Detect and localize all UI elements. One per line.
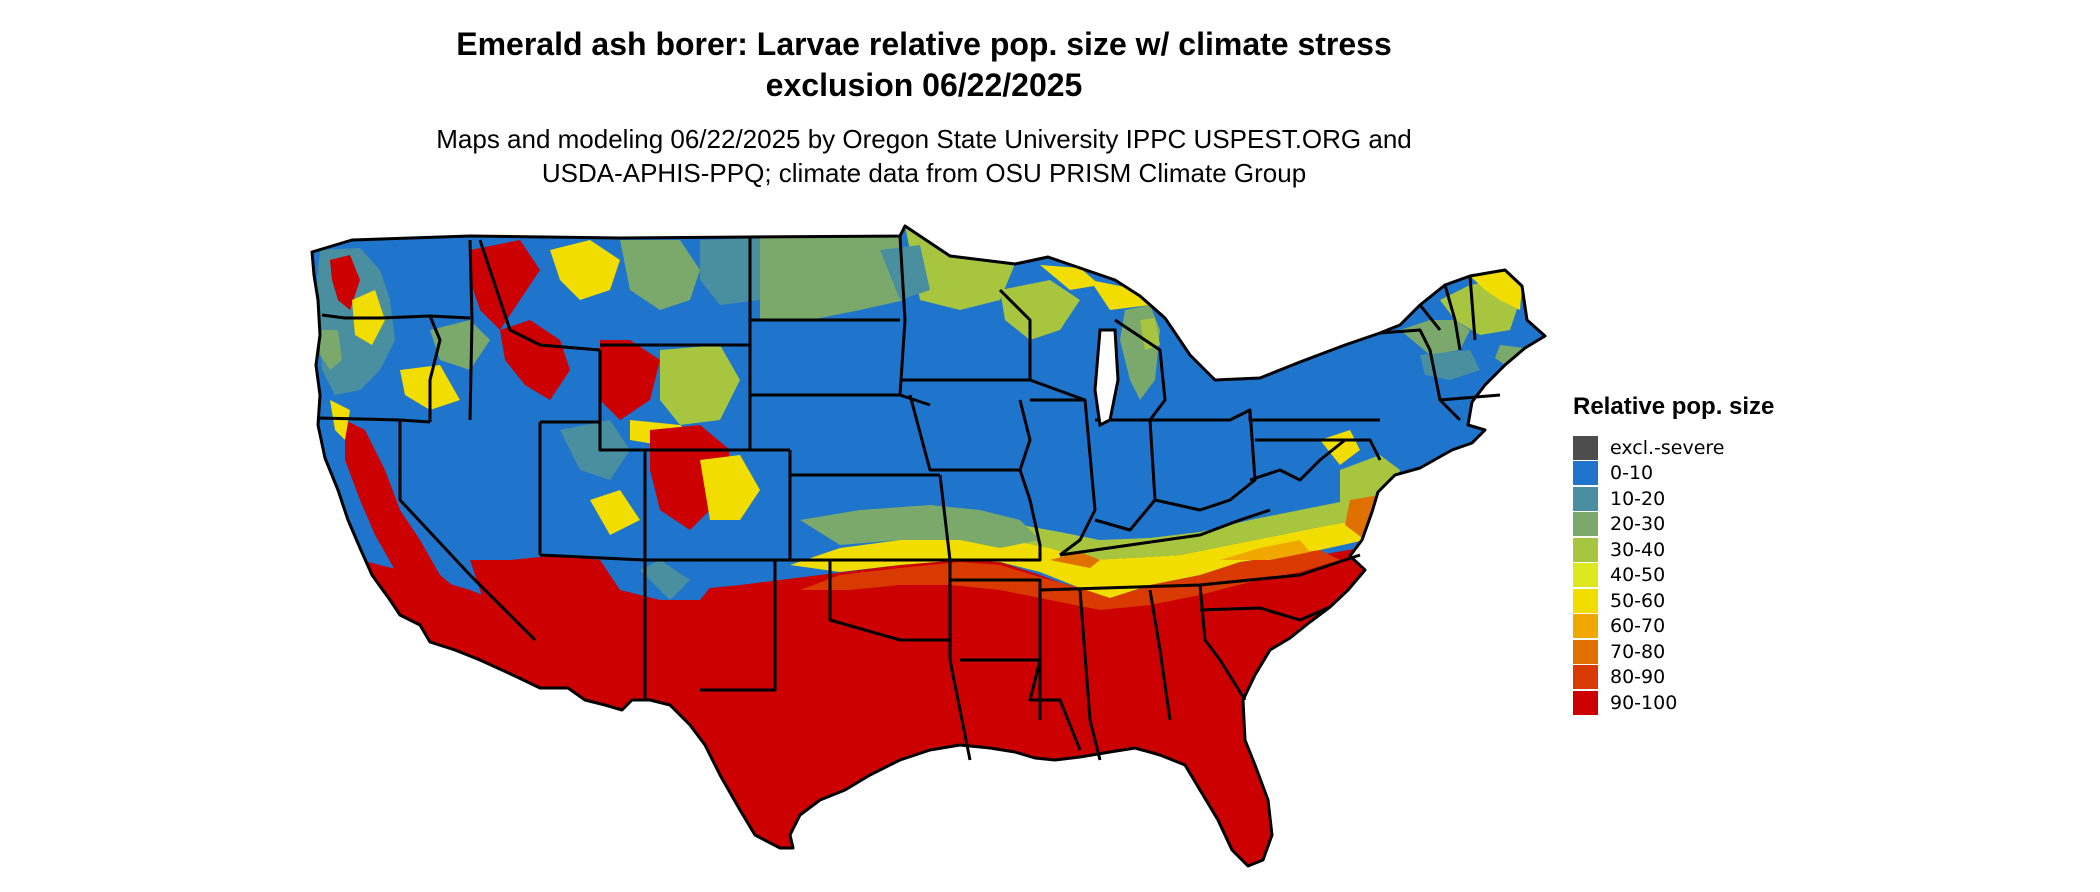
us-map-svg [310, 224, 1547, 868]
legend-item: 50-60 [1573, 588, 1774, 614]
legend-label: 20-30 [1610, 513, 1666, 536]
legend-swatch [1573, 665, 1598, 690]
state-borders [310, 224, 1547, 868]
legend-swatch [1573, 435, 1598, 460]
title-line-1: Emerald ash borer: Larvae relative pop. … [456, 26, 1392, 62]
legend-item: 30-40 [1573, 537, 1774, 563]
legend-swatch [1573, 512, 1598, 537]
map-title: Emerald ash borer: Larvae relative pop. … [0, 24, 1848, 106]
legend-label: 60-70 [1610, 615, 1666, 638]
legend-label: 0-10 [1610, 462, 1654, 485]
legend-item: excl.-severe [1573, 435, 1774, 461]
legend-label: 50-60 [1610, 589, 1666, 612]
legend-item: 60-70 [1573, 614, 1774, 640]
legend-swatch [1573, 486, 1598, 511]
title-line-2: exclusion 06/22/2025 [765, 67, 1083, 103]
legend-label: 40-50 [1610, 564, 1666, 587]
legend-label: 80-90 [1610, 666, 1666, 689]
legend-label: 30-40 [1610, 538, 1666, 561]
legend-label: excl.-severe [1610, 436, 1725, 459]
legend-swatch [1573, 563, 1598, 588]
subtitle-line-2: USDA-APHIS-PPQ; climate data from OSU PR… [541, 158, 1307, 188]
legend-swatch [1573, 690, 1598, 715]
legend-swatch [1573, 639, 1598, 664]
legend: Relative pop. size excl.-severe 0-10 10-20… [1573, 393, 1774, 716]
legend-item: 0-10 [1573, 461, 1774, 487]
subtitle-line-1: Maps and modeling 06/22/2025 by Oregon S… [436, 124, 1412, 154]
legend-item: 70-80 [1573, 639, 1774, 665]
legend-label: 90-100 [1610, 691, 1678, 714]
map-subtitle: Maps and modeling 06/22/2025 by Oregon S… [0, 122, 1848, 190]
legend-swatch [1573, 588, 1598, 613]
legend-items: excl.-severe 0-10 10-20 20-30 30-40 40-50 50-6… [1573, 435, 1774, 716]
legend-swatch [1573, 461, 1598, 486]
great-lakes [1093, 328, 1120, 428]
legend-item: 10-20 [1573, 486, 1774, 512]
legend-title: Relative pop. size [1573, 393, 1775, 420]
heatmap-layer [312, 226, 1545, 866]
legend-label: 70-80 [1610, 640, 1666, 663]
legend-item: 20-30 [1573, 512, 1774, 538]
legend-item: 80-90 [1573, 665, 1774, 691]
legend-item: 40-50 [1573, 563, 1774, 589]
legend-swatch [1573, 614, 1598, 639]
legend-label: 10-20 [1610, 487, 1666, 510]
legend-swatch [1573, 537, 1598, 562]
us-map [300, 220, 1560, 890]
legend-item: 90-100 [1573, 690, 1774, 716]
